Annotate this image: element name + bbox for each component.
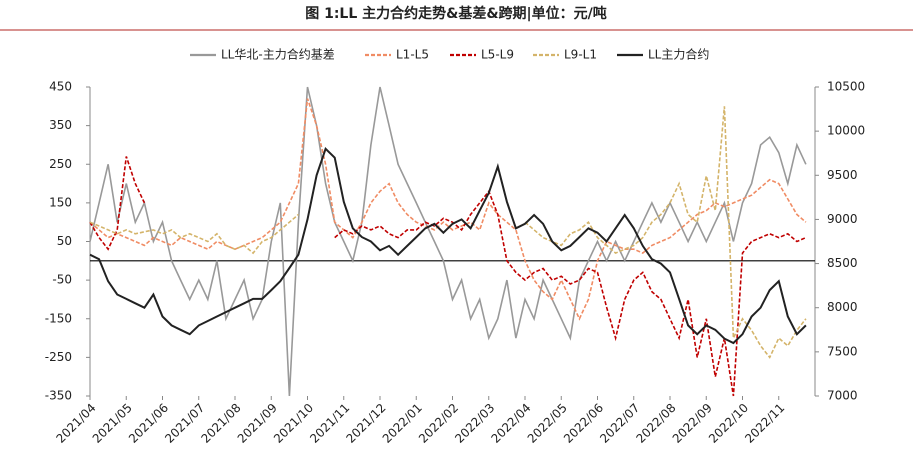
y-tick-label: -250 bbox=[45, 350, 72, 364]
y-tick-label: 250 bbox=[49, 157, 72, 171]
y2-tick-label: 7500 bbox=[827, 344, 858, 358]
x-tick-label: 2022/11 bbox=[742, 401, 787, 446]
series-line bbox=[89, 213, 299, 255]
y2-tick-label: 9000 bbox=[827, 212, 858, 226]
y-tick-label: -150 bbox=[45, 311, 72, 325]
series-line bbox=[524, 106, 807, 359]
y2-tick-label: 8000 bbox=[827, 300, 858, 314]
y-tick-label: 450 bbox=[49, 80, 72, 94]
series-line bbox=[334, 189, 807, 397]
legend-label: LL华北-主力合约基差 bbox=[221, 47, 335, 62]
y2-tick-label: 7000 bbox=[827, 389, 858, 403]
series-line bbox=[89, 86, 807, 397]
y-tick-label: 150 bbox=[49, 195, 72, 209]
y-tick-label: -50 bbox=[52, 273, 72, 287]
series-line bbox=[89, 156, 146, 251]
series-line bbox=[89, 146, 807, 345]
y2-tick-label: 10000 bbox=[827, 124, 865, 138]
y2-tick-label: 9500 bbox=[827, 168, 858, 182]
legend-label: L1-L5 bbox=[396, 48, 429, 62]
y-tick-label: 350 bbox=[49, 118, 72, 132]
y2-tick-label: 10500 bbox=[827, 80, 865, 94]
y-tick-label: -350 bbox=[45, 389, 72, 403]
legend-label: LL主力合约 bbox=[648, 47, 709, 62]
legend-label: L9-L1 bbox=[564, 48, 597, 62]
chart-title: 图 1:LL 主力合约走势&基差&跨期|单位：元/吨 bbox=[305, 5, 607, 22]
y2-tick-label: 8500 bbox=[827, 256, 858, 270]
legend-label: L5-L9 bbox=[481, 48, 514, 62]
y-tick-label: 50 bbox=[57, 234, 72, 248]
series-line bbox=[89, 98, 807, 321]
